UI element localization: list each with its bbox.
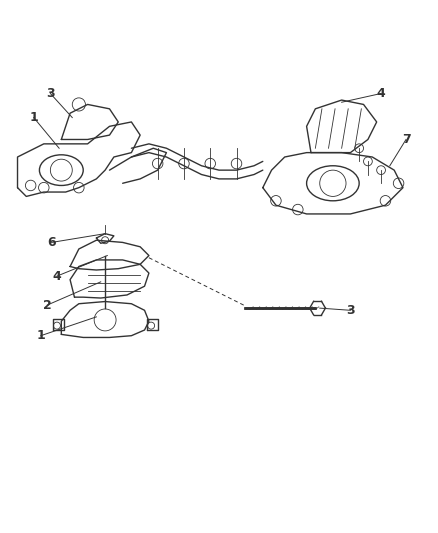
Text: 7: 7 xyxy=(402,133,410,146)
Text: 6: 6 xyxy=(47,236,56,249)
Text: 2: 2 xyxy=(43,298,52,312)
Text: 3: 3 xyxy=(346,304,355,317)
Text: 4: 4 xyxy=(377,87,385,100)
Text: 3: 3 xyxy=(46,87,55,100)
Text: 1: 1 xyxy=(29,111,38,124)
Text: 4: 4 xyxy=(53,270,61,282)
Text: 1: 1 xyxy=(36,329,45,342)
